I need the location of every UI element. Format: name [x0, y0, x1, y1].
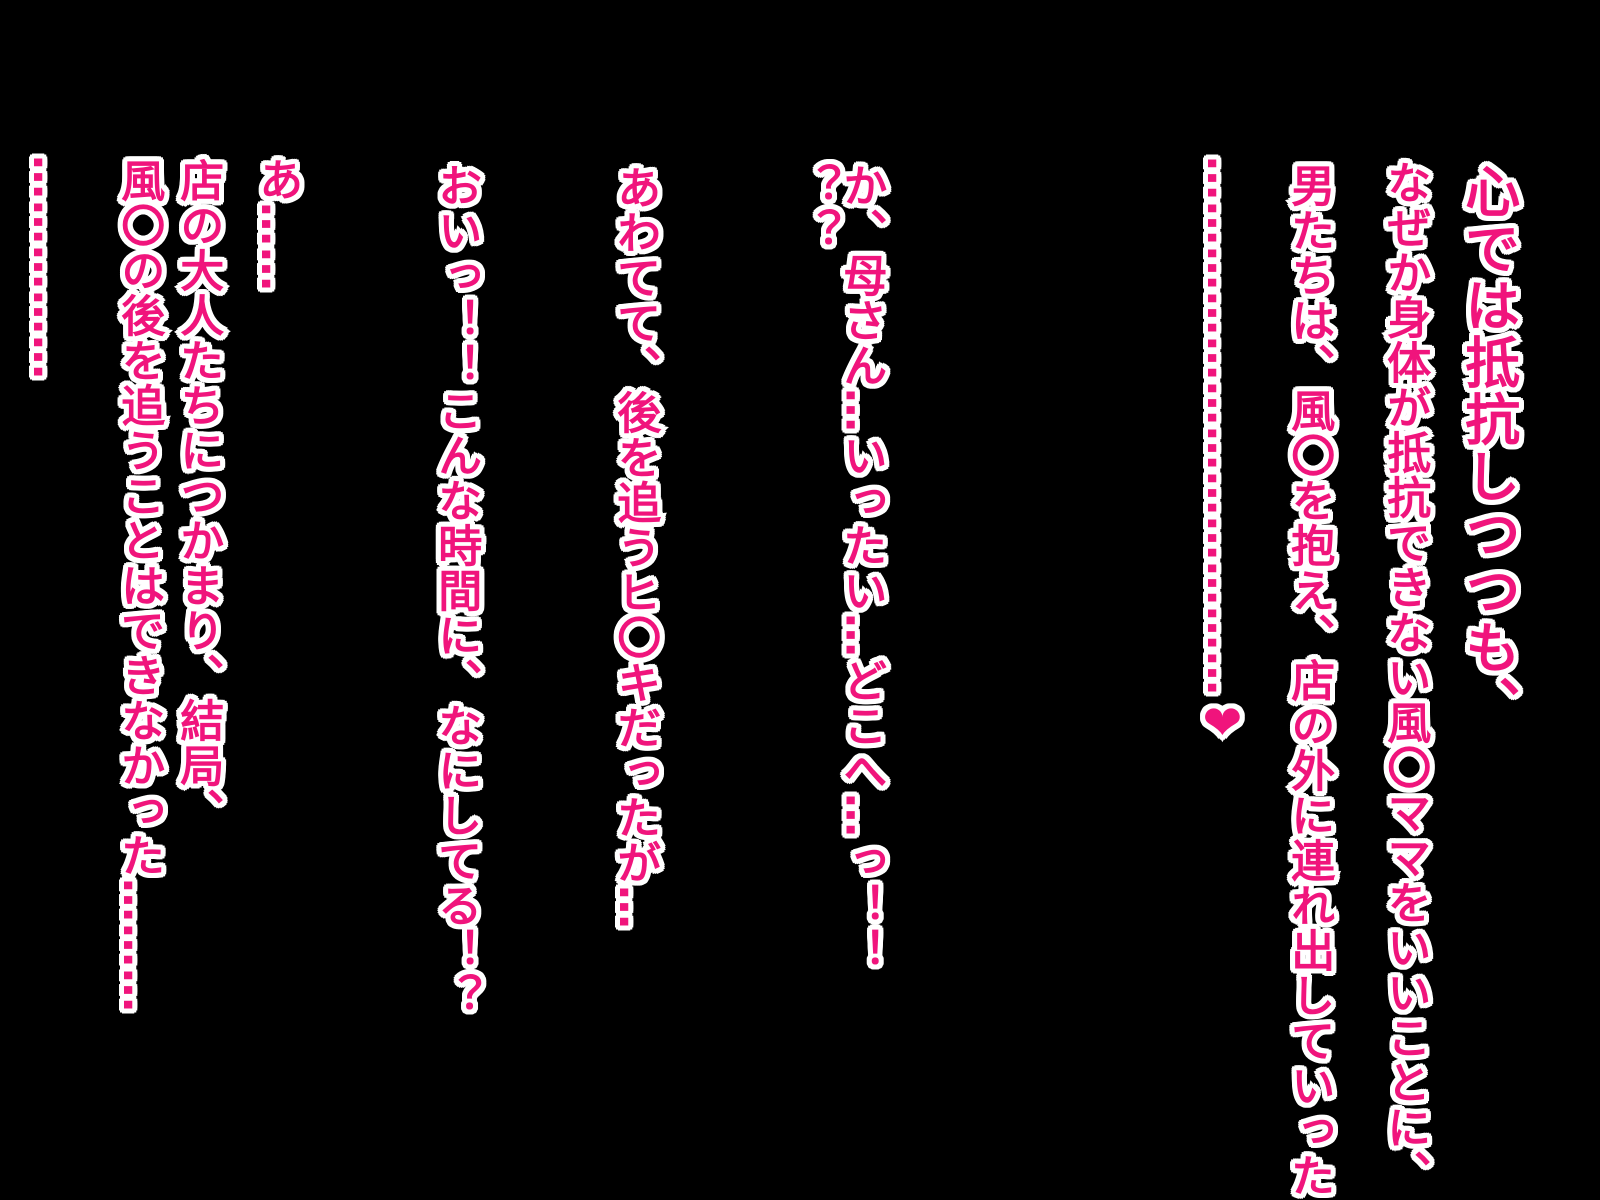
heart-icon: ❤: [1191, 693, 1253, 756]
leader-dots: ………………………………: [1193, 153, 1251, 700]
dialogue-line-9: 風〇の後を追うことはできなかった………: [110, 155, 168, 1017]
dialogue-line-4-text2: ？？: [786, 160, 844, 257]
dialogue-line-1: 心では抵抗しつつも、: [1452, 160, 1523, 737]
dialogue-line-5: あわてて、後を追うヒ〇キだったが…: [606, 162, 664, 934]
dialogue-line-8: 店の大人たちにつかまり、結局、: [169, 155, 227, 837]
dots-heart-line: ………………………………❤: [1191, 153, 1253, 756]
dialogue-line-2: なぜか身体が抵抗できない風〇ママをいいことに、: [1376, 157, 1434, 1199]
dialogue-line-7: あ……: [248, 154, 306, 296]
dialogue-line-4: か、母さん…いったい…どこへ…っ！！ ？？: [786, 160, 890, 977]
dialogue-line-3: 男たちは、風〇を抱え、店の外に連れ出していった: [1280, 160, 1338, 1200]
dialogue-line-4-text: か、母さん…いったい…どこへ…っ！！: [832, 160, 890, 977]
dialogue-line-6: おいっ！！こんな時間に、なにしてる！？: [427, 160, 485, 1022]
ellipsis-line: ……………: [20, 152, 78, 384]
